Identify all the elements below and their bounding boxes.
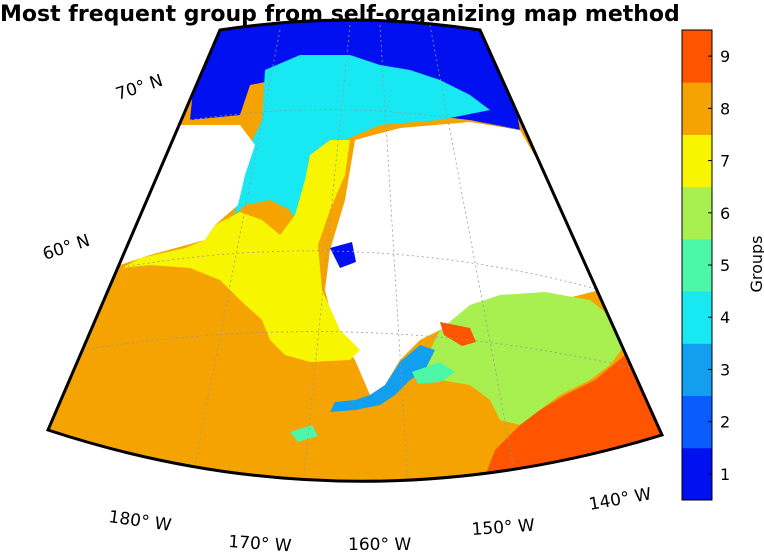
lon-label-160w: 160° W: [348, 535, 411, 555]
colorbar-swatch-8: [682, 82, 712, 135]
colorbar-tick-4: 4: [720, 308, 730, 327]
graticule: [81, 24, 641, 482]
colorbar-tick-2: 2: [720, 413, 730, 432]
colorbar-frame: [681, 29, 713, 501]
colorbar-tick-9: 9: [720, 47, 730, 66]
region-group-1-bering: [330, 242, 356, 268]
colorbar-tick-6: 6: [720, 204, 730, 223]
lon-label-170w: 170° W: [228, 532, 293, 555]
lat-label-60: 60° N: [40, 231, 92, 265]
map-frame: [45, 18, 665, 483]
lon-label-150w: 150° W: [471, 516, 536, 540]
colorbar-tick-3: 3: [720, 360, 730, 379]
region-group-3-coast: [330, 345, 435, 412]
land-alaska: [325, 122, 600, 395]
region-group-7: [122, 140, 360, 362]
colorbar-swatch-3: [682, 343, 712, 397]
colorbar-tick-1: 1: [720, 465, 730, 484]
colorbar-tick-5: 5: [720, 256, 730, 275]
colorbar-swatch-5: [682, 238, 712, 292]
colorbar-swatch-7: [682, 134, 712, 188]
lon-label-180w: 180° W: [107, 507, 173, 536]
colorbar-tick-8: 8: [720, 99, 730, 118]
region-group-6: [425, 292, 625, 425]
colorbar-swatch-6: [682, 186, 712, 240]
region-group-5-coast: [412, 362, 455, 384]
colorbar: 1 2 3 4 5 6 7 8 9: [681, 29, 730, 501]
colorbar-swatch-4: [682, 291, 712, 344]
region-group-5-spot: [290, 425, 318, 442]
colorbar-label: Groups: [747, 235, 764, 292]
land-siberia: [110, 125, 255, 265]
lon-label-140w: 140° W: [587, 484, 653, 515]
lat-label-70: 70° N: [113, 71, 165, 105]
region-group-4: [235, 55, 490, 230]
colorbar-tick-7: 7: [720, 152, 730, 171]
colorbar-swatch-1: [682, 447, 712, 501]
colorbar-swatch-9: [682, 30, 712, 83]
colorbar-swatch-2: [682, 395, 712, 449]
